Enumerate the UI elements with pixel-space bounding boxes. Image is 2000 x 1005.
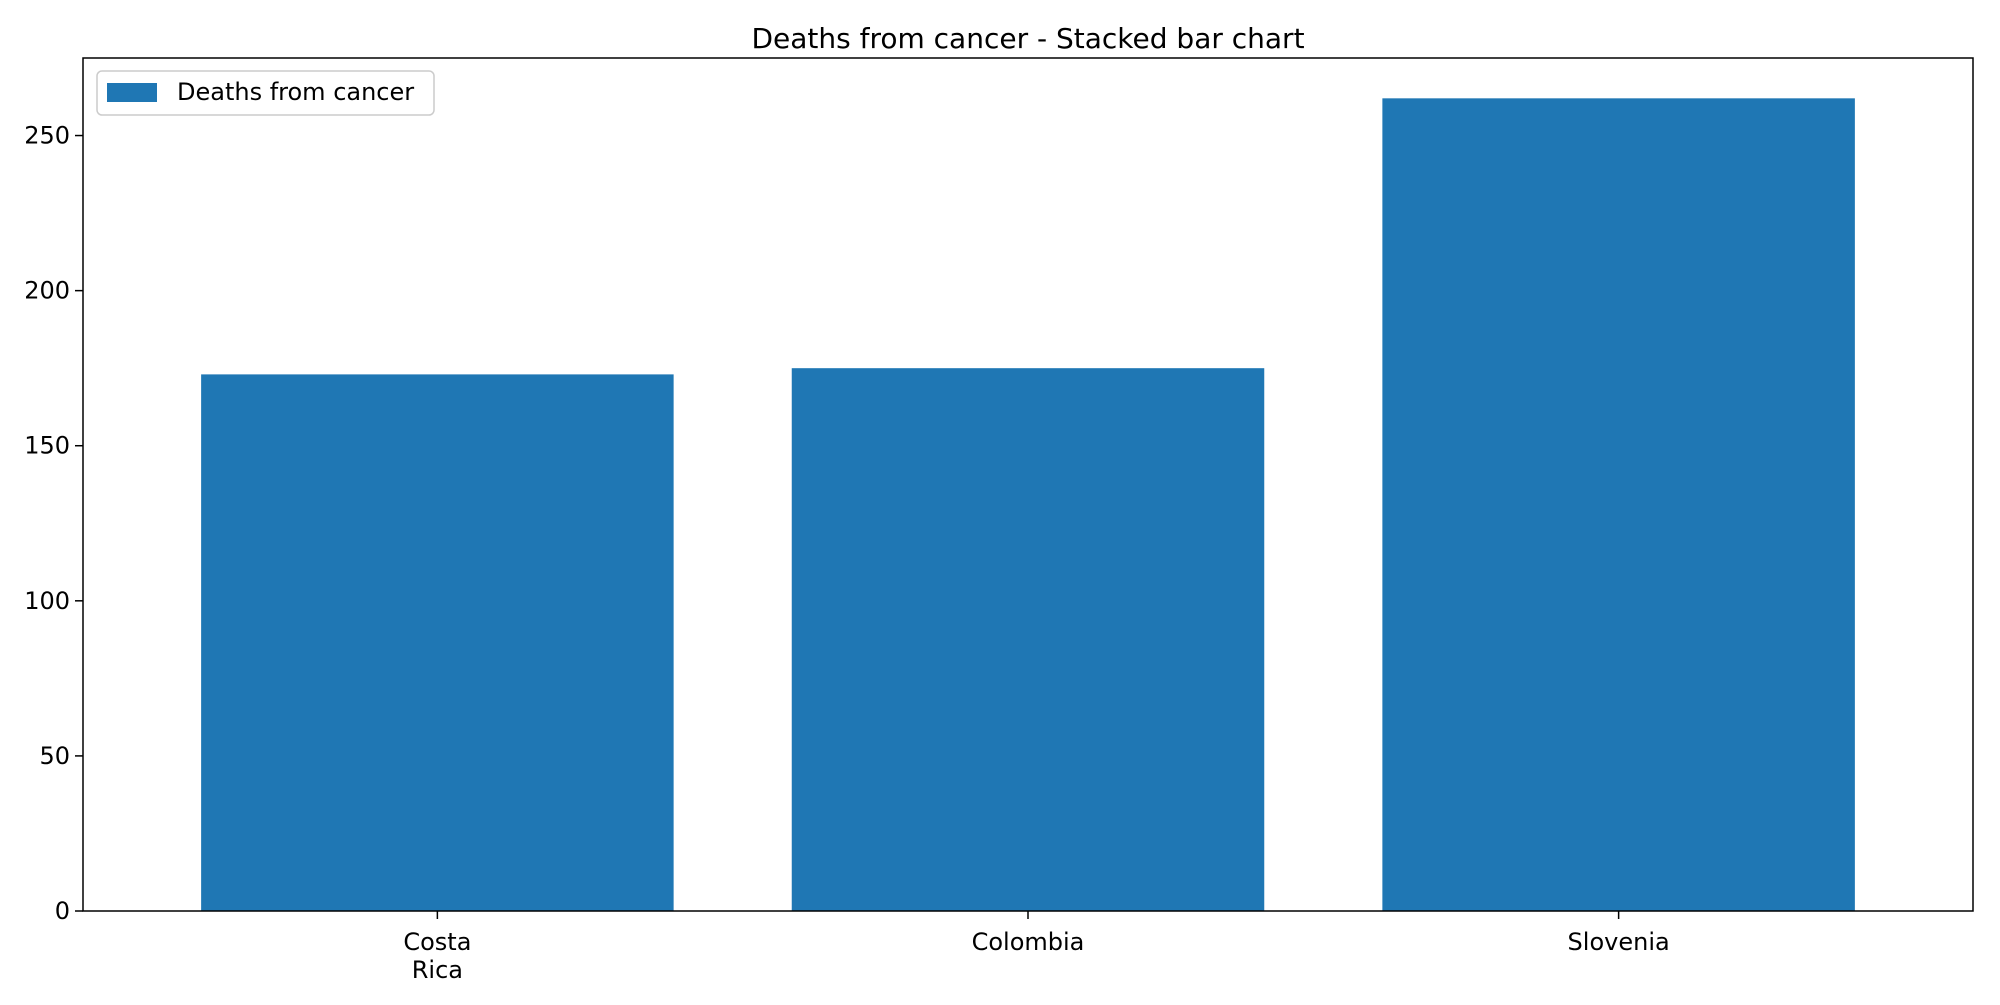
y-tick-label: 0 — [55, 897, 70, 925]
y-tick-label: 100 — [24, 587, 70, 615]
legend-frame — [96, 70, 435, 116]
legend-label: Deaths from cancer — [177, 78, 414, 106]
axes: 0 50 100 150 200 250 Costa Rica Colombia Slovenia — [24, 122, 1670, 984]
legend: Deaths from cancer — [96, 70, 435, 116]
bar-colombia — [791, 368, 1265, 911]
legend-swatch — [107, 83, 157, 102]
bar-costa-rica — [201, 374, 674, 911]
y-tick-label: 200 — [24, 277, 70, 305]
x-tick-label: Costa Rica — [403, 928, 471, 984]
x-tick-label: Colombia — [972, 928, 1085, 956]
y-tick-label: 150 — [24, 432, 70, 460]
bar-slovenia — [1382, 98, 1855, 912]
y-tick-label: 250 — [24, 122, 70, 150]
y-tick-label: 50 — [39, 742, 70, 770]
x-tick-label: Slovenia — [1568, 928, 1670, 956]
chart-title: Deaths from cancer - Stacked bar chart — [751, 22, 1304, 55]
plot-area — [201, 98, 1855, 912]
